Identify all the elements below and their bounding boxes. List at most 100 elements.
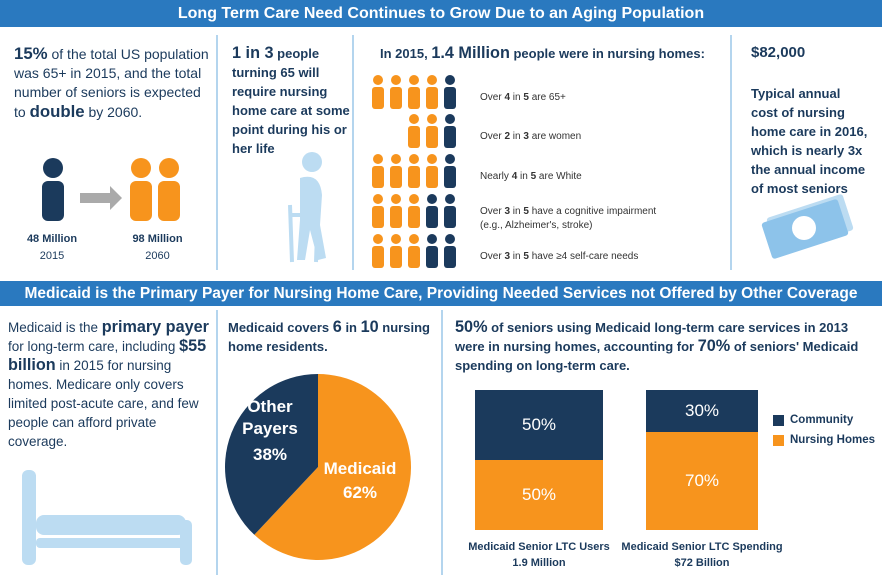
text: Nearly <box>480 171 512 182</box>
emphasis-text: 3 <box>504 206 511 217</box>
cost-amount: $82,000 <box>751 44 806 61</box>
pie-slice <box>225 374 318 535</box>
figure-row <box>372 194 456 228</box>
emphasis-text: 4 <box>504 92 511 103</box>
person-icon <box>372 87 384 109</box>
category-label: Medicaid Senior LTC Users <box>468 541 610 553</box>
emphasis-text: 3 <box>523 131 529 142</box>
person-icon <box>426 206 438 228</box>
person-icon <box>390 87 402 109</box>
dividers <box>216 35 732 575</box>
legend-label: Community <box>790 414 854 426</box>
text: in <box>517 171 531 182</box>
person-icon <box>426 166 438 188</box>
row-note: (e.g., Alzheimer's, stroke) <box>480 220 593 231</box>
emphasis-text: 3 <box>504 251 511 262</box>
person-icon <box>409 154 419 164</box>
row-label: Over 3 in 5 have a cognitive impairment <box>480 206 725 217</box>
bar-segment <box>646 432 758 530</box>
person-icon <box>409 234 419 244</box>
text: are women <box>528 131 582 142</box>
pie-label: Other Payers <box>242 397 298 438</box>
person-icon <box>391 234 401 244</box>
category-note: $72 Billion <box>674 557 730 569</box>
figure-row <box>408 114 456 148</box>
person-icon <box>391 194 401 204</box>
person-icon <box>427 194 437 204</box>
person-icon <box>427 234 437 244</box>
person-icon <box>445 194 455 204</box>
person-icon <box>390 166 402 188</box>
category-note: 1.9 Million <box>512 557 566 569</box>
person-icon <box>373 75 383 85</box>
emphasis-text: 6 <box>332 318 342 336</box>
person-icon <box>427 75 437 85</box>
cost-text: Typical annual cost of nursing home care… <box>751 86 868 196</box>
person-icon <box>445 154 455 164</box>
emphasis-text: 5 <box>523 92 529 103</box>
emphasis-text: double <box>29 102 85 121</box>
text: Medicaid is the <box>8 320 102 335</box>
row-label: Over 3 in 5 have ≥4 self-care needs <box>480 251 725 262</box>
stat-value: 48 Million <box>26 233 78 245</box>
text: by 2060. <box>84 104 143 120</box>
bar-value-label: 30% <box>684 401 720 420</box>
row-label: Nearly 4 in 5 are White <box>480 171 725 182</box>
text: are White <box>536 171 582 182</box>
person-icon <box>408 246 420 268</box>
growth-icons <box>42 158 180 221</box>
category-label: Medicaid Senior LTC Spending <box>621 541 783 553</box>
person-icon <box>372 206 384 228</box>
emphasis-text: 1.4 Million <box>431 44 510 62</box>
person-icon <box>426 87 438 109</box>
text: Medicaid covers <box>228 320 333 335</box>
person-icon <box>372 166 384 188</box>
emphasis-text: 5 <box>530 171 537 182</box>
person-icon <box>373 194 383 204</box>
text: people turning 65 will require nursing h… <box>232 46 350 156</box>
text: have a cognitive impairment <box>528 206 657 217</box>
text: for long-term care, including <box>8 339 180 354</box>
person-icon <box>444 87 456 109</box>
text: in <box>510 131 524 142</box>
person-icon <box>426 126 438 148</box>
emphasis-text: 15% <box>14 44 48 63</box>
person-icon <box>427 154 437 164</box>
person-icon <box>391 75 401 85</box>
bed-icon <box>22 470 192 565</box>
emphasis-text: primary payer <box>101 318 209 336</box>
person-icon <box>408 166 420 188</box>
text: in <box>510 206 524 217</box>
text: Over <box>480 206 505 217</box>
text: are 65+ <box>528 92 566 103</box>
text: Over <box>480 131 505 142</box>
nursing-heading: In 2015, 1.4 Million people were in nurs… <box>380 44 725 63</box>
row-label: Over 2 in 3 are women <box>480 131 725 142</box>
emphasis-text: 5 <box>523 206 529 217</box>
row-label: Over 4 in 5 are 65+ <box>480 92 725 103</box>
pie-label: Medicaid <box>323 459 397 478</box>
person-icon <box>373 234 383 244</box>
person-icon <box>409 75 419 85</box>
pie-value: 38% <box>252 445 288 464</box>
person-icon <box>372 246 384 268</box>
elder-icon <box>288 152 326 263</box>
text: in 2015 for nursing homes. Medicare only… <box>8 358 199 449</box>
person-icon <box>444 206 456 228</box>
legend-swatch <box>773 415 784 426</box>
legend-label: Nursing Homes <box>790 434 875 446</box>
text: in <box>510 251 524 262</box>
person-icon <box>390 206 402 228</box>
text: in <box>510 92 524 103</box>
person-icon <box>373 154 383 164</box>
person-icon <box>444 166 456 188</box>
growth-text: 15% of the total US population was 65+ i… <box>14 44 214 122</box>
pie-value: 62% <box>342 483 378 502</box>
person-icon <box>390 246 402 268</box>
person-icon <box>445 114 455 124</box>
text: In 2015, <box>380 46 432 61</box>
text: of seniors' Medicaid spending on long-te… <box>455 339 859 373</box>
text: Over <box>480 92 505 103</box>
